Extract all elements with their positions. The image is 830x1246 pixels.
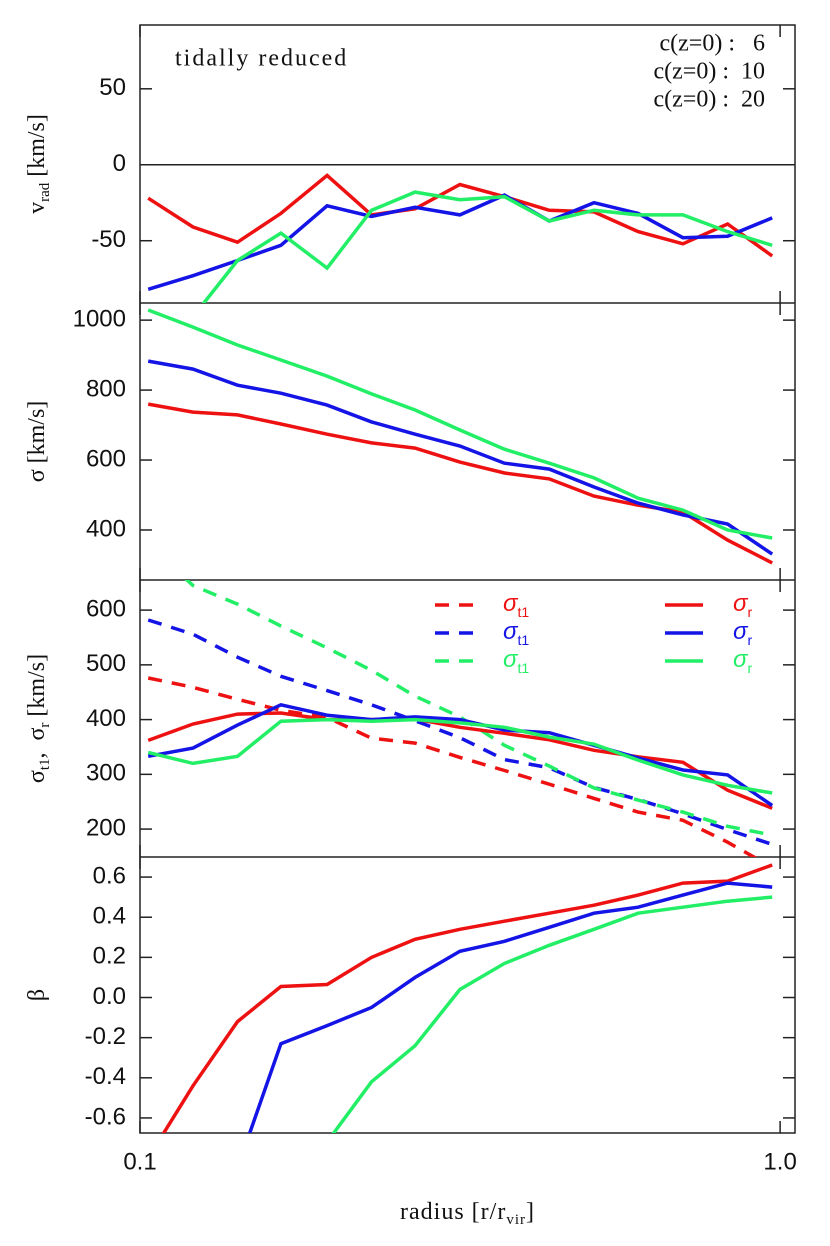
legend-label: σr bbox=[733, 590, 752, 619]
label-part: σ bbox=[24, 770, 50, 783]
data-line bbox=[147, 676, 758, 857]
annotation: tidally reduced bbox=[175, 46, 348, 72]
y-tick-label: 200 bbox=[86, 814, 126, 841]
data-line bbox=[147, 359, 774, 556]
label-part: rad bbox=[37, 182, 53, 202]
label-part: σ [km/s] bbox=[24, 401, 50, 483]
label-part: vir bbox=[506, 1212, 526, 1228]
label-part: r bbox=[37, 723, 53, 728]
data-line bbox=[147, 702, 774, 807]
data-line bbox=[147, 717, 773, 795]
legend-symbol: σ bbox=[733, 646, 749, 673]
legend-label: σr bbox=[733, 618, 752, 647]
legend-label: c(z=0) : 6 bbox=[660, 31, 766, 57]
y-tick-label: 600 bbox=[86, 445, 126, 472]
legend-label: c(z=0) : 10 bbox=[654, 59, 766, 85]
data-line bbox=[331, 895, 773, 1133]
label-part: t1 bbox=[37, 759, 53, 771]
y-axis-label: β bbox=[24, 989, 50, 1001]
data-line bbox=[201, 190, 773, 303]
y-tick-label: -50 bbox=[91, 226, 126, 253]
y-tick-label: 0.2 bbox=[93, 943, 126, 970]
y-tick-label: 300 bbox=[86, 760, 126, 787]
legend-subscript: t1 bbox=[517, 604, 529, 620]
y-tick-label: 0.6 bbox=[93, 862, 126, 889]
y-tick-label: 800 bbox=[86, 375, 126, 402]
legend-subscript: t1 bbox=[517, 632, 529, 648]
label-part: [km/s] bbox=[24, 654, 50, 723]
y-axis-label: vrad [km/s] bbox=[24, 114, 54, 214]
y-tick-label: -0.6 bbox=[85, 1103, 126, 1130]
y-tick-label: 400 bbox=[86, 515, 126, 542]
legend-label: c(z=0) : 20 bbox=[654, 87, 766, 113]
y-tick-label: -0.4 bbox=[85, 1063, 126, 1090]
legend-symbol: σ bbox=[503, 618, 519, 645]
legend-label: σr bbox=[733, 646, 752, 675]
label-part: ] bbox=[526, 1199, 535, 1225]
legend-subscript: r bbox=[747, 660, 752, 676]
label-part: β bbox=[24, 989, 50, 1001]
y-tick-label: 400 bbox=[86, 705, 126, 732]
plot-frame bbox=[139, 24, 796, 1134]
data-line bbox=[147, 308, 773, 540]
legend-subscript: r bbox=[747, 632, 752, 648]
legend-label: σt1 bbox=[503, 618, 529, 647]
data-line bbox=[247, 881, 773, 1133]
y-tick-label: 50 bbox=[99, 74, 126, 101]
y-tick-label: 0.0 bbox=[93, 983, 126, 1010]
y-tick-label: 600 bbox=[86, 595, 126, 622]
legend-symbol: σ bbox=[503, 590, 519, 617]
x-tick-label: 1.0 bbox=[763, 1148, 796, 1175]
legend-label: σt1 bbox=[503, 646, 529, 675]
legend-subscript: t1 bbox=[517, 660, 529, 676]
x-tick-label: 0.1 bbox=[123, 1148, 156, 1175]
y-tick-label: 1000 bbox=[73, 305, 126, 332]
legend-subscript: r bbox=[747, 604, 752, 620]
legend-symbol: σ bbox=[733, 590, 749, 617]
y-axis-label: σ [km/s] bbox=[24, 401, 50, 483]
y-tick-label: 500 bbox=[86, 650, 126, 677]
data-line bbox=[161, 863, 773, 1133]
label-part: radius [r/r bbox=[400, 1199, 506, 1225]
y-axis-label: σt1, σr [km/s] bbox=[24, 654, 54, 783]
legend-symbol: σ bbox=[733, 618, 749, 645]
data-line bbox=[147, 173, 774, 258]
label-part: v bbox=[24, 202, 50, 214]
data-line bbox=[147, 193, 773, 291]
y-tick-label: -0.2 bbox=[85, 1023, 126, 1050]
y-tick-label: 0 bbox=[113, 150, 126, 177]
data-line bbox=[147, 402, 773, 565]
data-line bbox=[147, 618, 773, 847]
label-part: , σ bbox=[24, 728, 50, 759]
label-part: [km/s] bbox=[24, 114, 50, 183]
y-tick-label: 0.4 bbox=[93, 903, 126, 930]
x-axis-label: radius [r/rvir] bbox=[400, 1199, 535, 1229]
legend-label: σt1 bbox=[503, 590, 529, 619]
legend-symbol: σ bbox=[503, 646, 519, 673]
data-line bbox=[147, 711, 773, 810]
data-line bbox=[184, 580, 773, 837]
